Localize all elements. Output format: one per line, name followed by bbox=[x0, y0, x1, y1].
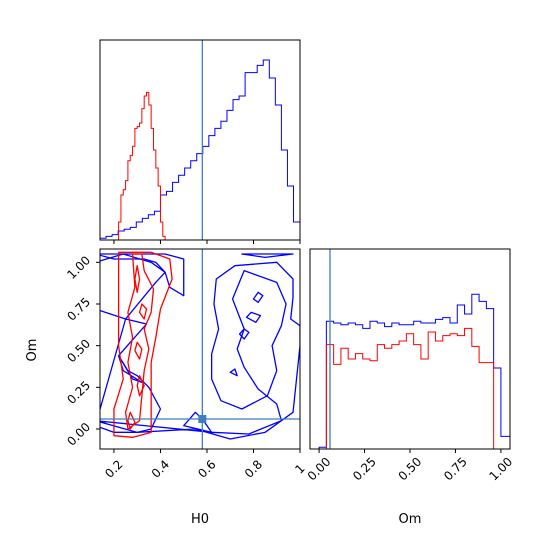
contour-blue bbox=[252, 291, 264, 303]
histogram-Om-xtick-label: 0.75 bbox=[441, 455, 470, 484]
contour-xtick-label: 0.8 bbox=[242, 457, 265, 480]
contour-ytick-label: 0.00 bbox=[64, 420, 93, 449]
contour-red bbox=[134, 265, 141, 293]
contour-blue bbox=[100, 253, 185, 297]
contour-ytick-label: 0.25 bbox=[64, 378, 93, 407]
x-axis-label-H0: H0 bbox=[191, 512, 209, 527]
contour-blue bbox=[238, 328, 250, 340]
axis-labels: H0 Om Om bbox=[25, 339, 421, 527]
histogram-Om-red-series bbox=[325, 327, 501, 450]
contour-blue bbox=[241, 253, 294, 258]
contour-red bbox=[136, 375, 145, 397]
x-axis-label-Om: Om bbox=[399, 512, 422, 527]
contour-blue bbox=[229, 368, 238, 377]
contour-xtick-label: 0.4 bbox=[149, 457, 172, 480]
histogram-H0-frame bbox=[99, 39, 301, 241]
contour-ytick-label: 1.00 bbox=[64, 253, 93, 282]
histogram-H0-panel bbox=[99, 39, 301, 244]
contour-xtick-label: 0.2 bbox=[102, 457, 125, 480]
histogram-H0-blue-series bbox=[99, 59, 301, 240]
contour-H0-Om-panel: 0.2 0.4 0.6 0.8 10.000.250.500.751.00 bbox=[64, 248, 308, 481]
histogram-Om-panel: 0.00 0.25 0.50 0.75 1.00 bbox=[305, 248, 516, 484]
histogram-Om-xtick-label: 0.50 bbox=[396, 455, 425, 484]
histogram-Om-xtick-label: 0.25 bbox=[350, 455, 379, 484]
contour-red bbox=[138, 303, 148, 320]
histogram-Om-blue-series bbox=[310, 293, 511, 450]
truth-marker bbox=[198, 415, 207, 423]
contour-red bbox=[113, 251, 173, 438]
histogram-Om-xtick-label: 1.00 bbox=[487, 455, 516, 484]
histogram-Om-xtick-label: 0.00 bbox=[305, 455, 334, 484]
contour-blue bbox=[100, 318, 162, 433]
contour-red bbox=[127, 411, 136, 430]
contour-lines bbox=[100, 251, 300, 440]
contour-ytick-label: 0.50 bbox=[64, 336, 93, 365]
histogram-Om-frame bbox=[309, 248, 511, 450]
contour-ytick-label: 0.75 bbox=[64, 295, 93, 324]
contour-red bbox=[134, 341, 143, 360]
contour-red bbox=[124, 253, 155, 430]
histogram-H0-red-series bbox=[118, 91, 166, 240]
contour-blue bbox=[100, 261, 300, 440]
contour-blue bbox=[100, 253, 166, 320]
y-axis-label-Om: Om bbox=[25, 339, 40, 362]
contour-frame bbox=[99, 248, 301, 450]
contour-blue bbox=[245, 311, 262, 323]
contour-xtick-label: 0.6 bbox=[195, 457, 218, 480]
